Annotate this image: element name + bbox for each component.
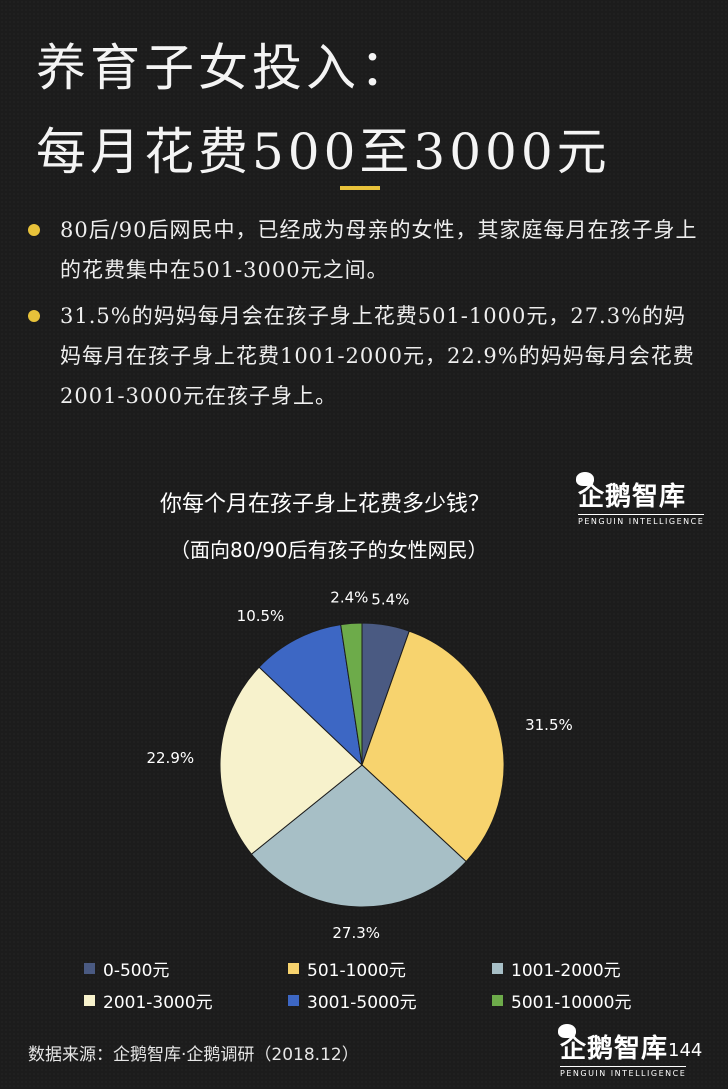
legend-label: 5001-10000元: [511, 993, 632, 1013]
pie-data-label-501-1000: 31.5%: [525, 716, 573, 734]
legend-label: 2001-3000元: [103, 993, 213, 1013]
pie-slice-3001-5000: [258, 624, 363, 767]
pie-slice-1001-2000: [250, 764, 467, 908]
legend-swatch: [288, 995, 299, 1006]
brand-logo-sub: PENGUIN INTELLIGENCE: [560, 1066, 687, 1078]
title-accent-bar: [340, 186, 380, 190]
page-number: 144: [668, 1040, 703, 1061]
pie-data-label-2001-3000: 22.9%: [146, 749, 194, 767]
brand-logo-sub: PENGUIN INTELLIGENCE: [578, 514, 705, 526]
legend-item-3001-5000: 3001-5000元: [288, 988, 417, 1013]
pie-data-label-1001-2000: 27.3%: [332, 924, 380, 942]
legend-item-2001-3000: 2001-3000元: [84, 988, 213, 1013]
page-title-line-1: 养育子女投入：: [36, 39, 414, 97]
bullet-text: 80后/90后网民中，已经成为母亲的女性，其家庭每月在孩子身上的花费集中在501…: [60, 218, 698, 282]
legend-item-0-500: 0-500元: [84, 956, 169, 981]
legend-swatch: [492, 963, 503, 974]
pie-slice-2001-3000: [219, 666, 363, 855]
legend-item-1001-2000: 1001-2000元: [492, 956, 621, 981]
brand-logo-name: 企鹅智库: [578, 482, 687, 512]
pie-slice-5001-10000: [340, 622, 363, 766]
bullet-item: 80后/90后网民中，已经成为母亲的女性，其家庭每月在孩子身上的花费集中在501…: [24, 210, 704, 290]
legend-label: 1001-2000元: [511, 961, 621, 981]
pie-slice-501-1000: [361, 630, 505, 863]
pie-data-label-0-500: 5.4%: [371, 590, 409, 608]
brand-logo-name: 企鹅智库: [560, 1034, 669, 1064]
chart-title: 你每个月在孩子身上花费多少钱？: [160, 492, 491, 517]
legend-label: 0-500元: [103, 961, 170, 981]
pie-data-label-3001-5000: 10.5%: [237, 607, 285, 625]
legend-swatch: [288, 963, 299, 974]
data-source: 数据来源：企鹅智库·企鹅调研（2018.12）: [28, 1045, 359, 1065]
legend-label: 3001-5000元: [307, 993, 417, 1013]
pie-data-label-5001-10000: 2.4%: [330, 588, 368, 606]
brand-logo-footer: 企鹅智库 PENGUIN INTELLIGENCE: [558, 1024, 687, 1078]
legend-swatch: [84, 995, 95, 1006]
legend-item-501-1000: 501-1000元: [288, 956, 406, 981]
bullet-item: 31.5%的妈妈每月会在孩子身上花费501-1000元，27.3%的妈妈每月在孩…: [24, 296, 704, 416]
bullet-dot-icon: [28, 224, 40, 236]
legend-label: 501-1000元: [307, 961, 406, 981]
penguin-icon: [576, 472, 594, 486]
bullet-list: 80后/90后网民中，已经成为母亲的女性，其家庭每月在孩子身上的花费集中在501…: [24, 210, 704, 422]
legend-item-5001-10000: 5001-10000元: [492, 988, 631, 1013]
bullet-dot-icon: [28, 310, 40, 322]
page-title-line-2: 每月花费500至3000元: [36, 123, 611, 181]
legend-swatch: [84, 963, 95, 974]
brand-logo: 企鹅智库 PENGUIN INTELLIGENCE: [576, 472, 705, 526]
penguin-icon: [558, 1024, 576, 1038]
bullet-text: 31.5%的妈妈每月会在孩子身上花费501-1000元，27.3%的妈妈每月在孩…: [60, 304, 695, 408]
chart-subtitle: （面向80/90后有孩子的女性网民）: [170, 538, 488, 562]
legend-swatch: [492, 995, 503, 1006]
